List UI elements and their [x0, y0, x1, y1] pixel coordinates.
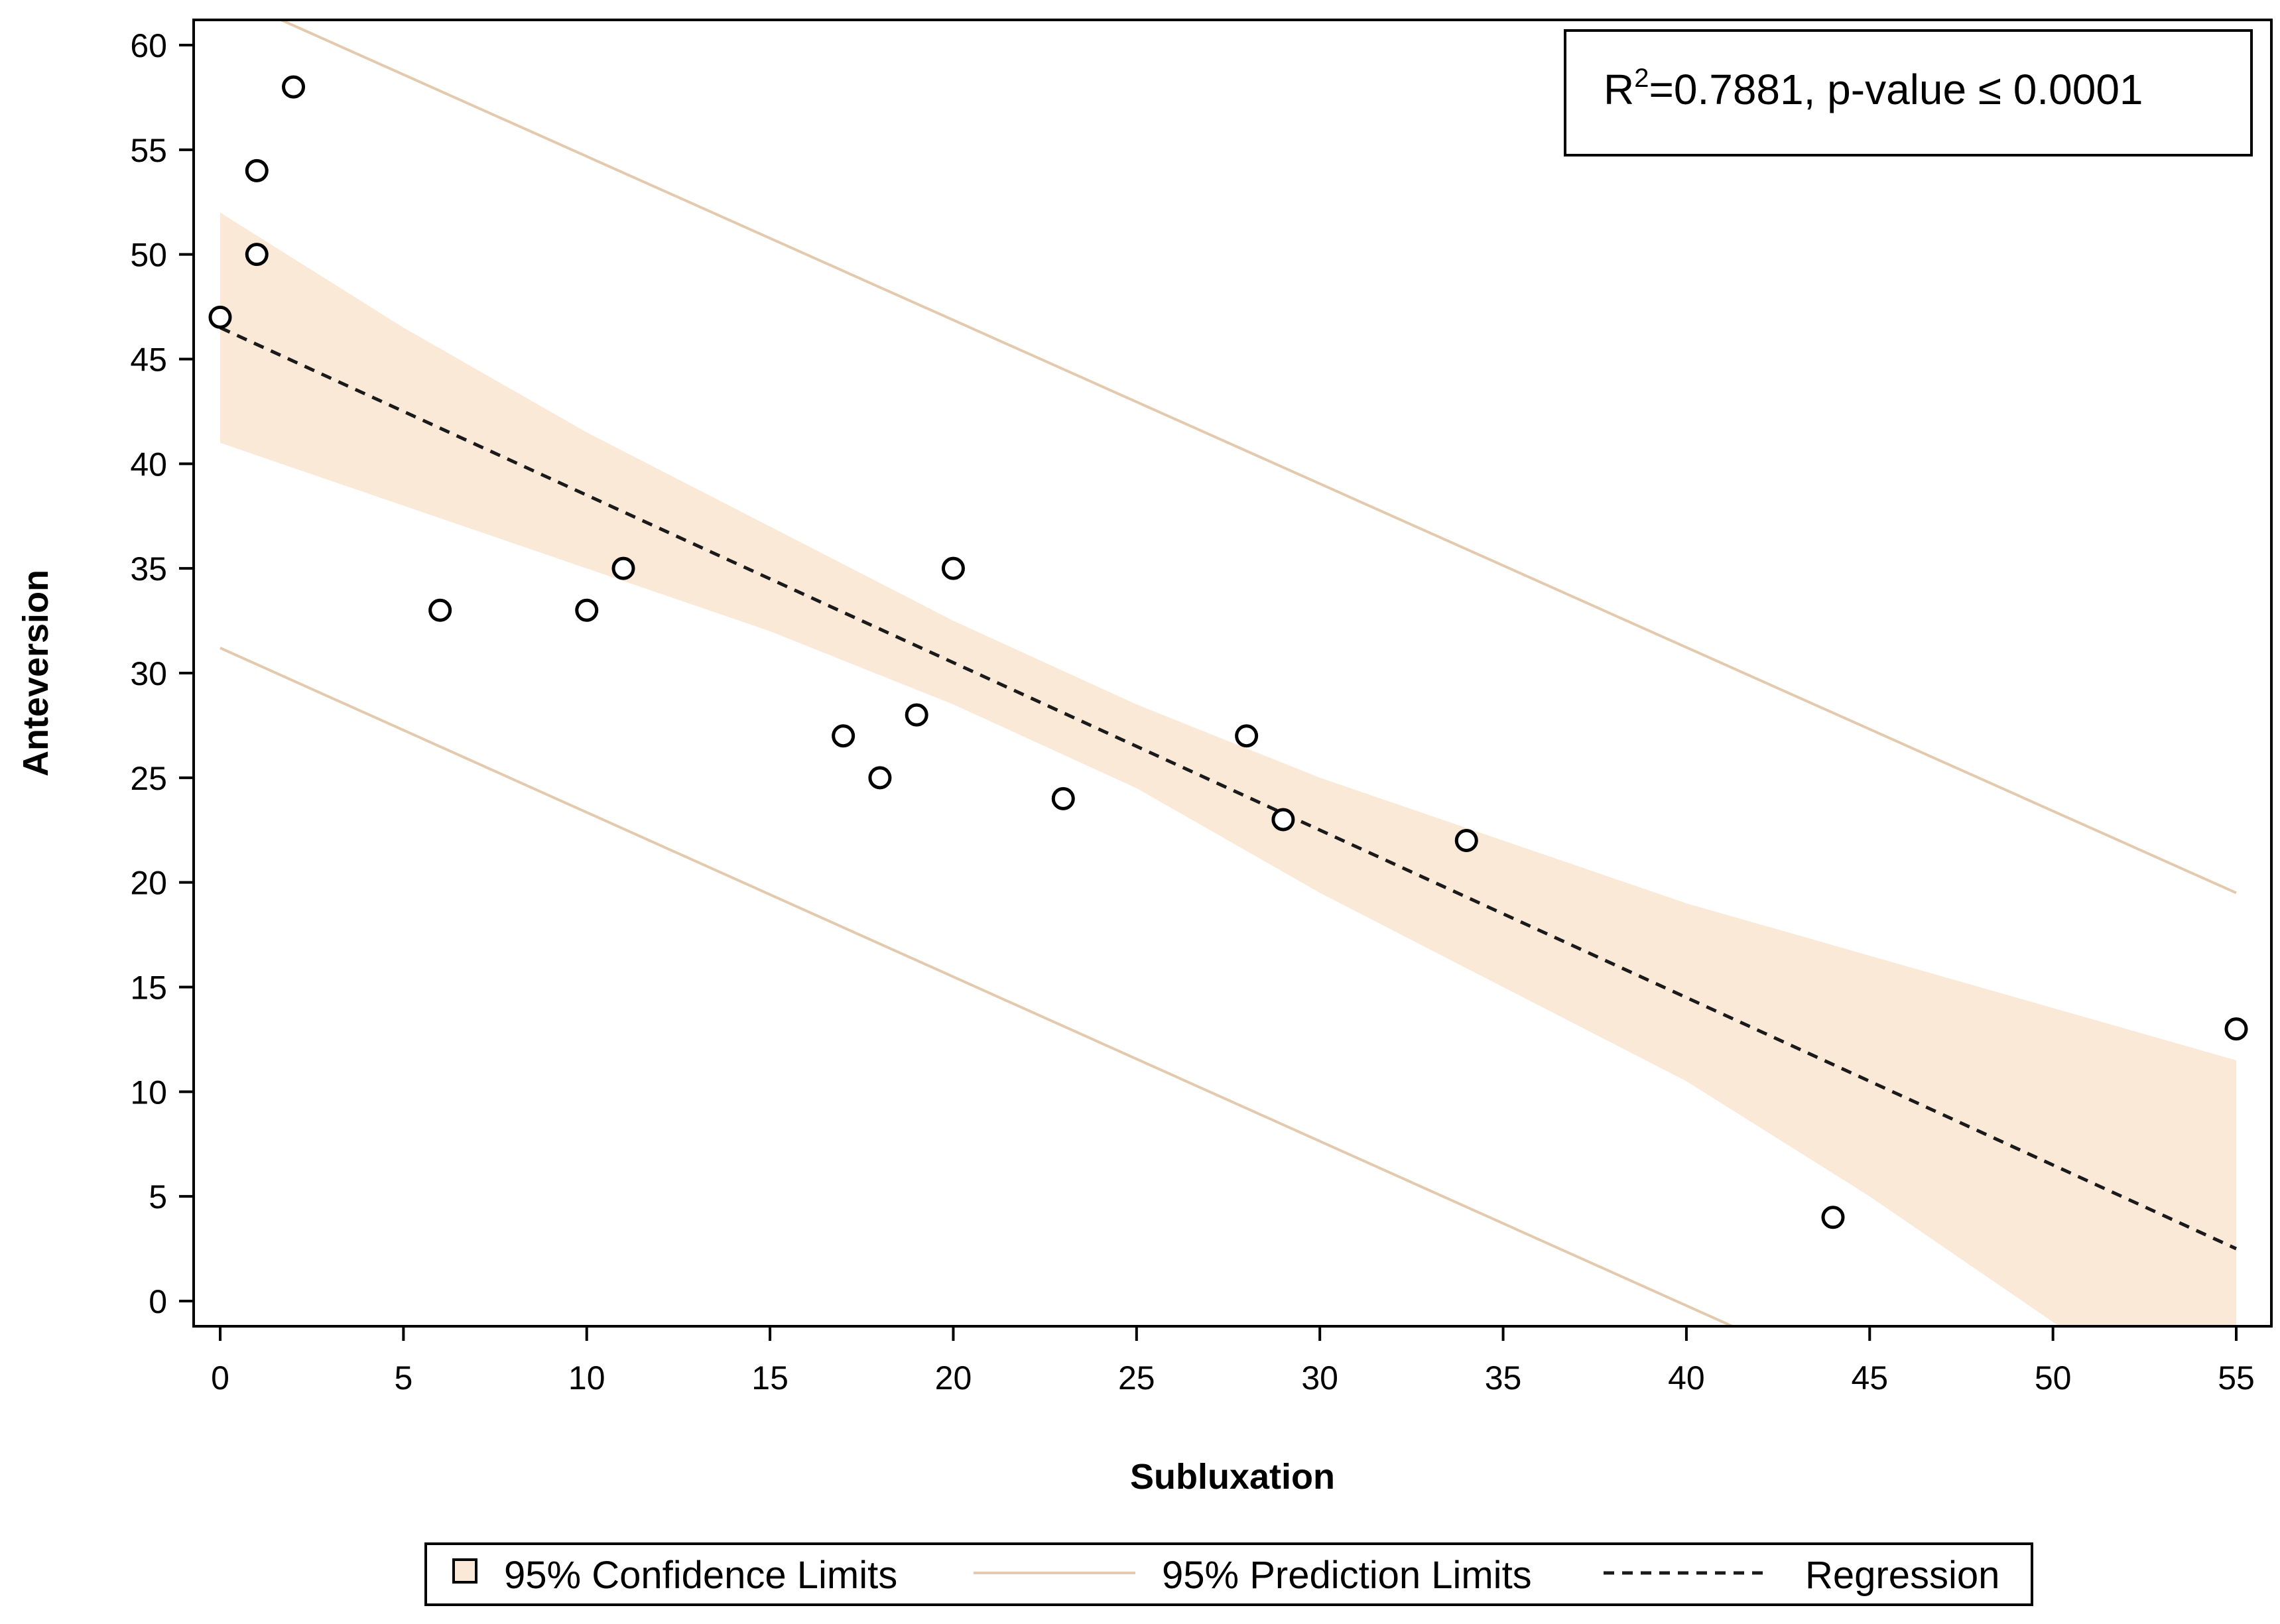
- axes: 0 5 10 15 20 25 30 35 40 45 50 55 60 0 5 10 15 20 25 30 35 40…: [130, 19, 2273, 1397]
- r2-superscript: 2: [1634, 64, 1649, 93]
- data-point: [941, 556, 965, 580]
- x-tick-label: 30: [1301, 1359, 1338, 1397]
- r2-value: =0.7881, p-value ≤ 0.0001: [1649, 66, 2143, 113]
- y-tick-label: 60: [130, 27, 167, 64]
- r2-label: R: [1604, 66, 1634, 113]
- plot-contents: [219, 20, 2238, 1326]
- legend: 95% Confidence Limits 95% Prediction Limi…: [424, 1542, 2033, 1606]
- legend-swatch-band: [452, 1558, 477, 1584]
- y-tick-label: 15: [130, 969, 167, 1007]
- legend-label-regression: Regression: [1805, 1554, 1999, 1597]
- data-point: [905, 703, 928, 727]
- y-tick-label: 40: [130, 446, 167, 483]
- x-tick-label: 35: [1485, 1359, 1522, 1397]
- data-point: [868, 766, 892, 790]
- legend-frame: [424, 1542, 2033, 1606]
- y-tick-label: 35: [130, 550, 167, 588]
- x-tick-label: 25: [1118, 1359, 1155, 1397]
- regression-line: [219, 326, 2238, 1251]
- y-tick-label: 30: [130, 655, 167, 692]
- x-tick-label: 15: [751, 1359, 789, 1397]
- y-tick-label: 0: [149, 1283, 167, 1320]
- data-point: [1235, 724, 1259, 748]
- data-point: [832, 724, 855, 748]
- y-tick-label: 20: [130, 865, 167, 902]
- stat-annotation: R2=0.7881, p-value ≤ 0.0001: [1564, 29, 2253, 156]
- prediction-limit-lower: [220, 647, 1736, 1326]
- x-axis-title: Subluxation: [1130, 1457, 1335, 1497]
- legend-label-prediction: 95% Prediction Limits: [1162, 1554, 1532, 1597]
- confidence-band: [220, 212, 2236, 1326]
- y-tick-label: 50: [130, 237, 167, 274]
- x-tick-label: 50: [2035, 1359, 2072, 1397]
- data-point: [1271, 808, 1295, 832]
- x-tick-label: 10: [568, 1359, 605, 1397]
- data-point: [245, 243, 269, 267]
- x-tick-label: 0: [211, 1359, 229, 1397]
- legend-label-confidence: 95% Confidence Limits: [504, 1554, 897, 1597]
- data-point: [428, 598, 452, 622]
- prediction-limit-upper: [277, 20, 2237, 895]
- x-tick-label: 45: [1851, 1359, 1888, 1397]
- y-tick-label: 55: [130, 132, 167, 169]
- x-tick-label: 55: [2218, 1359, 2255, 1397]
- data-point: [611, 556, 635, 580]
- y-tick-label: 5: [149, 1178, 167, 1216]
- data-point: [1051, 786, 1075, 810]
- x-tick-label: 40: [1668, 1359, 1705, 1397]
- y-axis-title: Anteversion: [16, 570, 56, 777]
- data-point: [1454, 829, 1478, 853]
- x-tick-label: 20: [935, 1359, 972, 1397]
- annotation-frame: [1564, 29, 2253, 156]
- data-point: [1821, 1206, 1845, 1229]
- data-point: [245, 158, 269, 182]
- plot-area: [208, 20, 2248, 1326]
- y-tick-label: 45: [130, 342, 167, 379]
- y-tick-label: 25: [130, 760, 167, 797]
- data-point: [282, 75, 306, 99]
- data-point: [575, 598, 599, 622]
- annotation-text: R2=0.7881, p-value ≤ 0.0001: [1604, 64, 2143, 113]
- x-tick-label: 5: [394, 1359, 412, 1397]
- data-point: [208, 305, 232, 329]
- y-tick-label: 10: [130, 1074, 167, 1111]
- data-point: [2224, 1017, 2248, 1041]
